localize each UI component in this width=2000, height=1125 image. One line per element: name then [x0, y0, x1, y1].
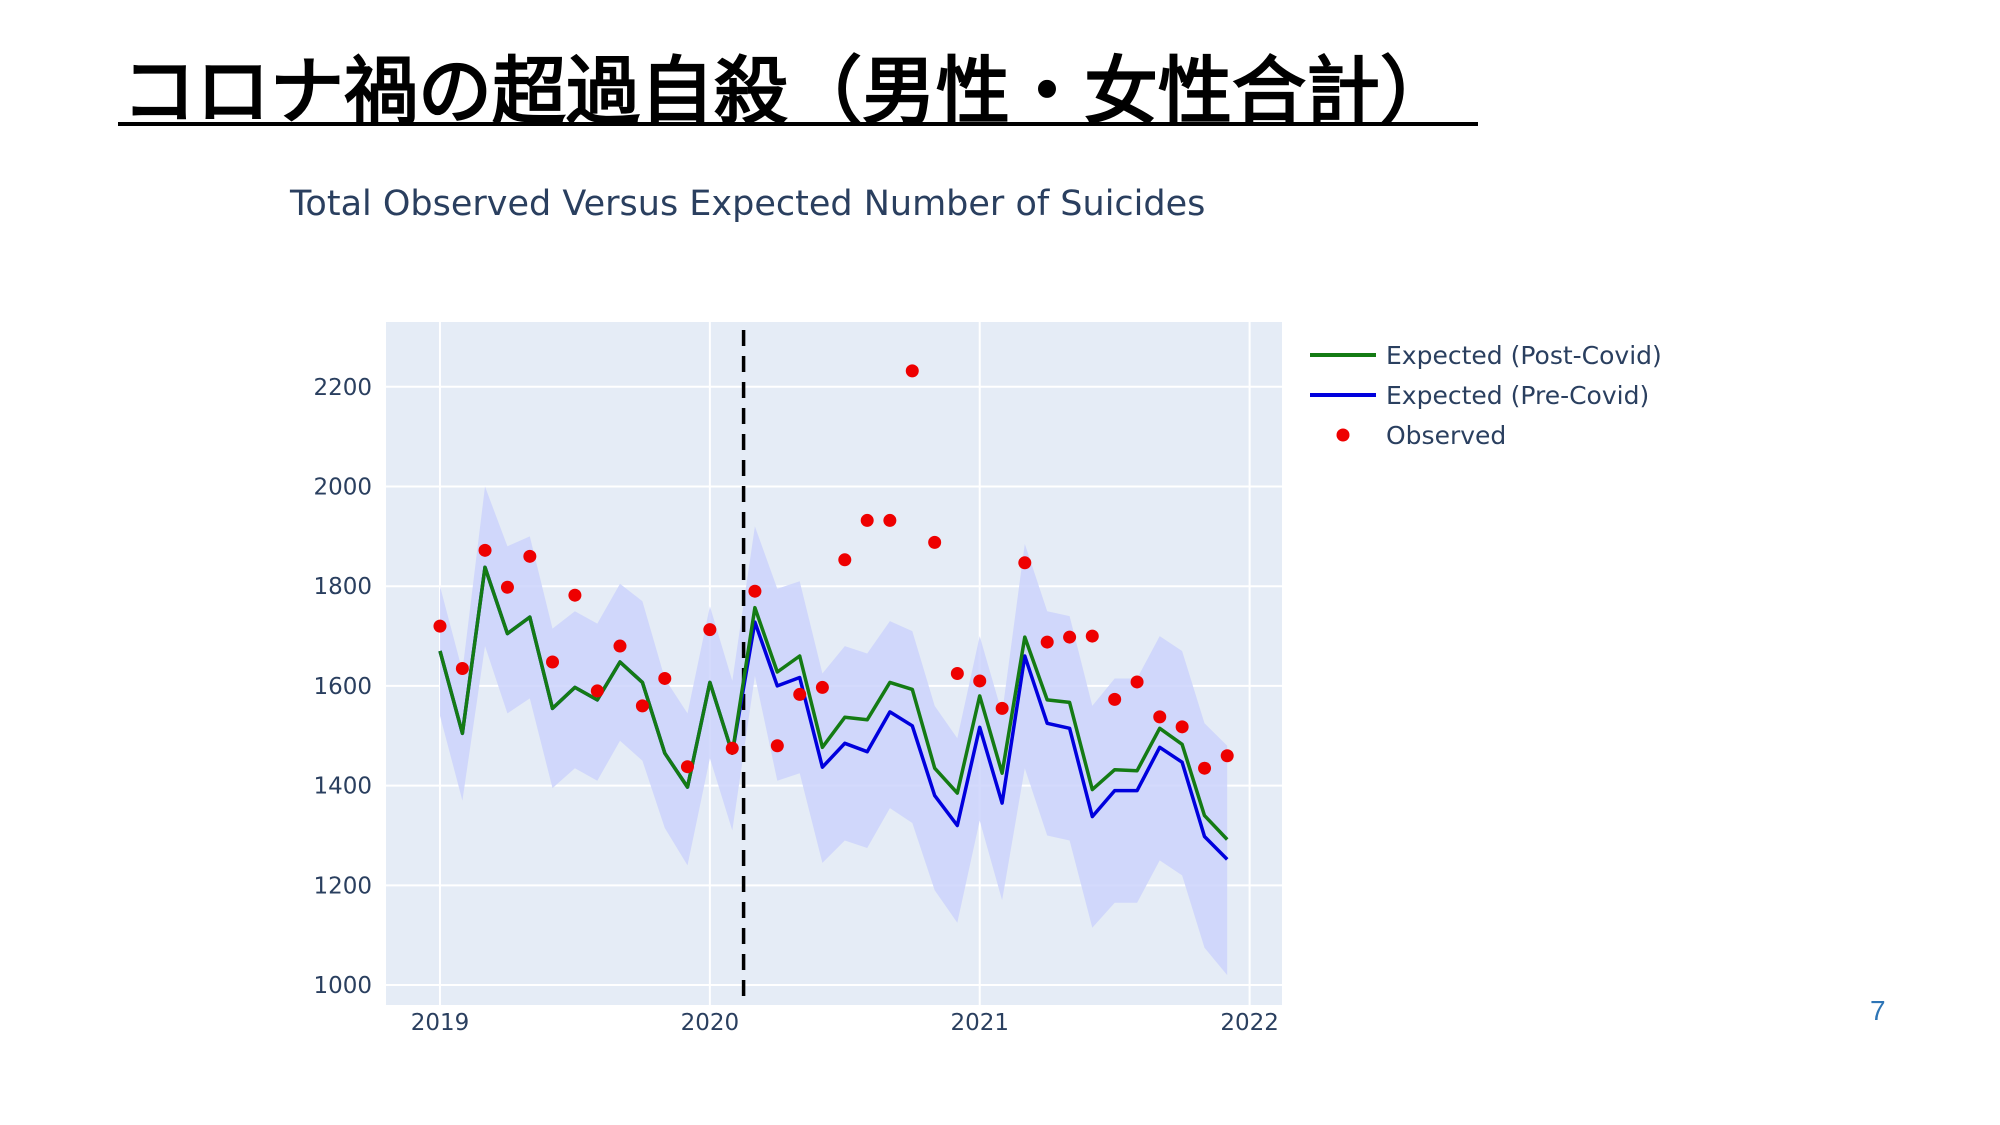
observed-point	[546, 655, 560, 669]
observed-point	[568, 588, 582, 602]
observed-point	[995, 701, 1009, 715]
observed-point	[500, 580, 514, 594]
observed-point	[1108, 692, 1122, 706]
observed-point	[1040, 635, 1054, 649]
observed-point	[860, 513, 874, 527]
observed-point	[1130, 675, 1144, 689]
legend-post-covid-label: Expected (Post-Covid)	[1386, 341, 1662, 370]
observed-point	[1153, 710, 1167, 724]
y-tick-label: 2000	[313, 475, 372, 501]
observed-point	[455, 661, 469, 675]
y-tick-label: 1200	[313, 873, 372, 899]
observed-point	[703, 623, 717, 637]
legend-observed[interactable]: Observed	[1336, 421, 1507, 450]
observed-point	[1198, 761, 1212, 775]
observed-point	[1085, 629, 1099, 643]
observed-point	[883, 513, 897, 527]
chart-title: Total Observed Versus Expected Number of…	[289, 184, 1205, 224]
legend-pre-covid[interactable]: Expected (Pre-Covid)	[1310, 381, 1649, 410]
observed-point	[793, 687, 807, 701]
y-axis-ticks: 1000 1200 1400 1600 1800 2000 2200	[313, 375, 372, 999]
observed-point	[725, 741, 739, 755]
observed-point	[950, 666, 964, 680]
observed-point	[815, 680, 829, 694]
observed-point	[590, 684, 604, 698]
observed-point	[748, 584, 762, 598]
observed-point	[905, 364, 919, 378]
x-tick-label: 2022	[1220, 1010, 1279, 1036]
observed-point	[680, 760, 694, 774]
observed-point	[613, 639, 627, 653]
legend-post-covid[interactable]: Expected (Post-Covid)	[1310, 341, 1662, 370]
title-underline	[118, 122, 1478, 126]
observed-point	[635, 699, 649, 713]
observed-point	[523, 549, 537, 563]
page-number: 7	[1870, 995, 1886, 1026]
y-tick-label: 1400	[313, 774, 372, 800]
series-lines	[438, 565, 1229, 861]
x-tick-label: 2019	[411, 1010, 470, 1036]
observed-point	[658, 671, 672, 685]
observed-point	[1018, 556, 1032, 570]
observed-point	[1220, 749, 1234, 763]
x-tick-label: 2020	[681, 1010, 740, 1036]
x-tick-label: 2021	[950, 1010, 1009, 1036]
observed-points	[433, 364, 1234, 775]
observed-point	[478, 543, 492, 557]
x-axis-ticks: 2019 2020 2021 2022	[411, 1010, 1279, 1036]
observed-point	[1175, 720, 1189, 734]
observed-point	[928, 535, 942, 549]
legend-pre-covid-label: Expected (Pre-Covid)	[1386, 381, 1649, 410]
y-tick-label: 2200	[313, 375, 372, 401]
observed-point	[973, 674, 987, 688]
legend-observed-label: Observed	[1386, 421, 1506, 450]
slide-title: コロナ禍の超過自殺（男性・女性合計）	[122, 49, 1454, 135]
legend-observed-swatch	[1336, 428, 1350, 442]
observed-point	[1063, 630, 1077, 644]
y-tick-label: 1000	[313, 973, 372, 999]
y-tick-label: 1800	[313, 574, 372, 600]
post-covid-line	[438, 565, 1229, 841]
y-tick-label: 1600	[313, 674, 372, 700]
legend[interactable]: Expected (Post-Covid) Expected (Pre-Covid…	[1310, 341, 1662, 450]
observed-point	[770, 739, 784, 753]
observed-point	[838, 553, 852, 567]
observed-point	[433, 619, 447, 633]
